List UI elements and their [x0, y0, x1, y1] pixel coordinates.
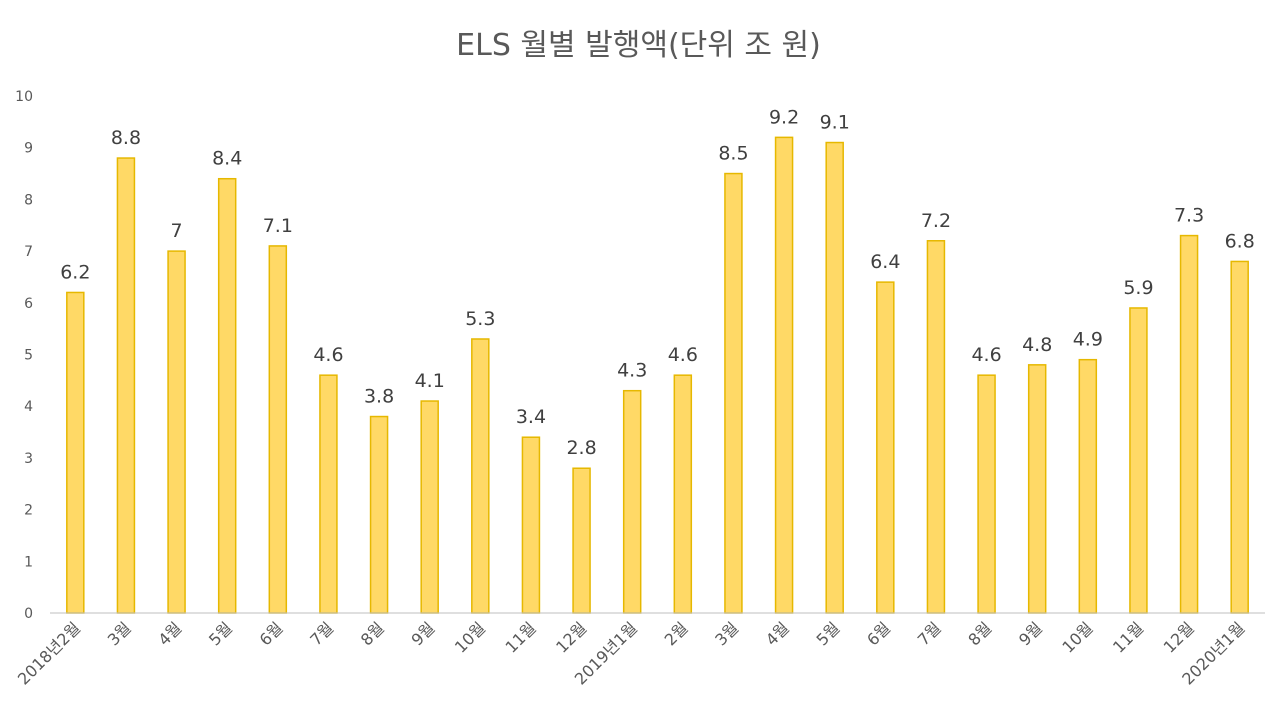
- data-label: 3.4: [516, 406, 546, 428]
- x-tick-label: 5월: [812, 618, 843, 649]
- bar: [369, 415, 389, 614]
- data-label: 6.8: [1225, 230, 1255, 252]
- bar: [521, 436, 541, 614]
- data-label: 4.6: [971, 344, 1001, 366]
- data-label: 4.3: [617, 360, 647, 382]
- data-label: 7: [171, 220, 183, 242]
- bar: [673, 374, 693, 614]
- x-tick-label: 6월: [863, 618, 894, 649]
- y-tick-label: 0: [24, 606, 33, 622]
- bar: [217, 177, 237, 614]
- x-tick-label: 11월: [502, 618, 540, 656]
- x-tick-label: 4월: [154, 618, 185, 649]
- bar: [774, 136, 794, 614]
- x-tick-label: 2018년2월: [14, 618, 84, 688]
- x-tick-label: 4월: [762, 618, 793, 649]
- x-tick-label: 11월: [1109, 618, 1147, 656]
- data-label: 7.1: [263, 215, 293, 237]
- chart-title: ELS 월별 발행액(단위 조 원): [456, 28, 821, 63]
- y-tick-label: 8: [24, 192, 33, 208]
- data-label: 4.1: [415, 370, 445, 392]
- x-tick-label: 7월: [914, 618, 945, 649]
- x-tick-label: 8월: [357, 618, 388, 649]
- data-label: 2.8: [566, 437, 596, 459]
- bar: [926, 240, 946, 614]
- data-label: 8.8: [111, 127, 141, 149]
- x-tick-label: 10월: [1058, 618, 1096, 656]
- bar: [1027, 364, 1047, 614]
- y-tick-label: 7: [24, 244, 33, 260]
- x-tick-label: 6월: [256, 618, 287, 649]
- y-tick-label: 6: [24, 296, 33, 312]
- y-tick-label: 1: [24, 554, 33, 570]
- data-label: 7.2: [921, 210, 951, 232]
- y-tick-label: 9: [24, 141, 33, 157]
- x-tick-label: 12월: [552, 618, 590, 656]
- y-tick-label: 2: [24, 503, 33, 519]
- y-tick-label: 10: [15, 89, 33, 105]
- bar: [1179, 234, 1199, 614]
- bar: [1078, 358, 1098, 614]
- bar: [116, 157, 136, 614]
- data-label: 9.1: [820, 112, 850, 134]
- bar: [420, 400, 439, 614]
- bar: [471, 338, 490, 614]
- data-label: 4.6: [668, 344, 698, 366]
- bar: [167, 250, 186, 614]
- x-tick-label: 9월: [1015, 618, 1046, 649]
- data-label: 5.3: [465, 308, 495, 330]
- bar: [319, 374, 338, 614]
- bar: [622, 389, 642, 614]
- x-tick-label: 2월: [661, 618, 692, 649]
- y-tick-label: 4: [24, 399, 33, 415]
- x-tick-label: 3월: [711, 618, 742, 649]
- data-label: 7.3: [1174, 205, 1204, 227]
- bar: [66, 291, 85, 614]
- bar: [1230, 260, 1249, 614]
- data-label: 6.2: [60, 261, 90, 283]
- y-tick-label: 3: [24, 451, 33, 467]
- x-tick-label: 7월: [306, 618, 337, 649]
- bar: [876, 281, 895, 614]
- x-tick-label: 8월: [964, 618, 995, 649]
- x-tick-label: 12월: [1160, 618, 1198, 656]
- bar: [724, 172, 743, 614]
- bar: [572, 467, 591, 614]
- bar: [977, 374, 996, 614]
- data-label: 9.2: [769, 106, 799, 128]
- x-tick-label: 5월: [205, 618, 236, 649]
- data-label: 8.4: [212, 148, 242, 170]
- data-label: 4.8: [1022, 334, 1052, 356]
- data-label: 4.9: [1073, 329, 1103, 351]
- data-label: 8.5: [718, 143, 748, 165]
- data-label: 4.6: [313, 344, 343, 366]
- data-label: 6.4: [870, 251, 900, 273]
- x-tick-label: 9월: [407, 618, 438, 649]
- x-tick-label: 10월: [451, 618, 489, 656]
- bar: [268, 245, 288, 614]
- x-tick-label: 3월: [104, 618, 135, 649]
- y-tick-label: 5: [24, 348, 33, 364]
- bar: [825, 141, 844, 614]
- data-label: 5.9: [1123, 277, 1153, 299]
- data-label: 3.8: [364, 386, 394, 408]
- bar: [1129, 307, 1148, 614]
